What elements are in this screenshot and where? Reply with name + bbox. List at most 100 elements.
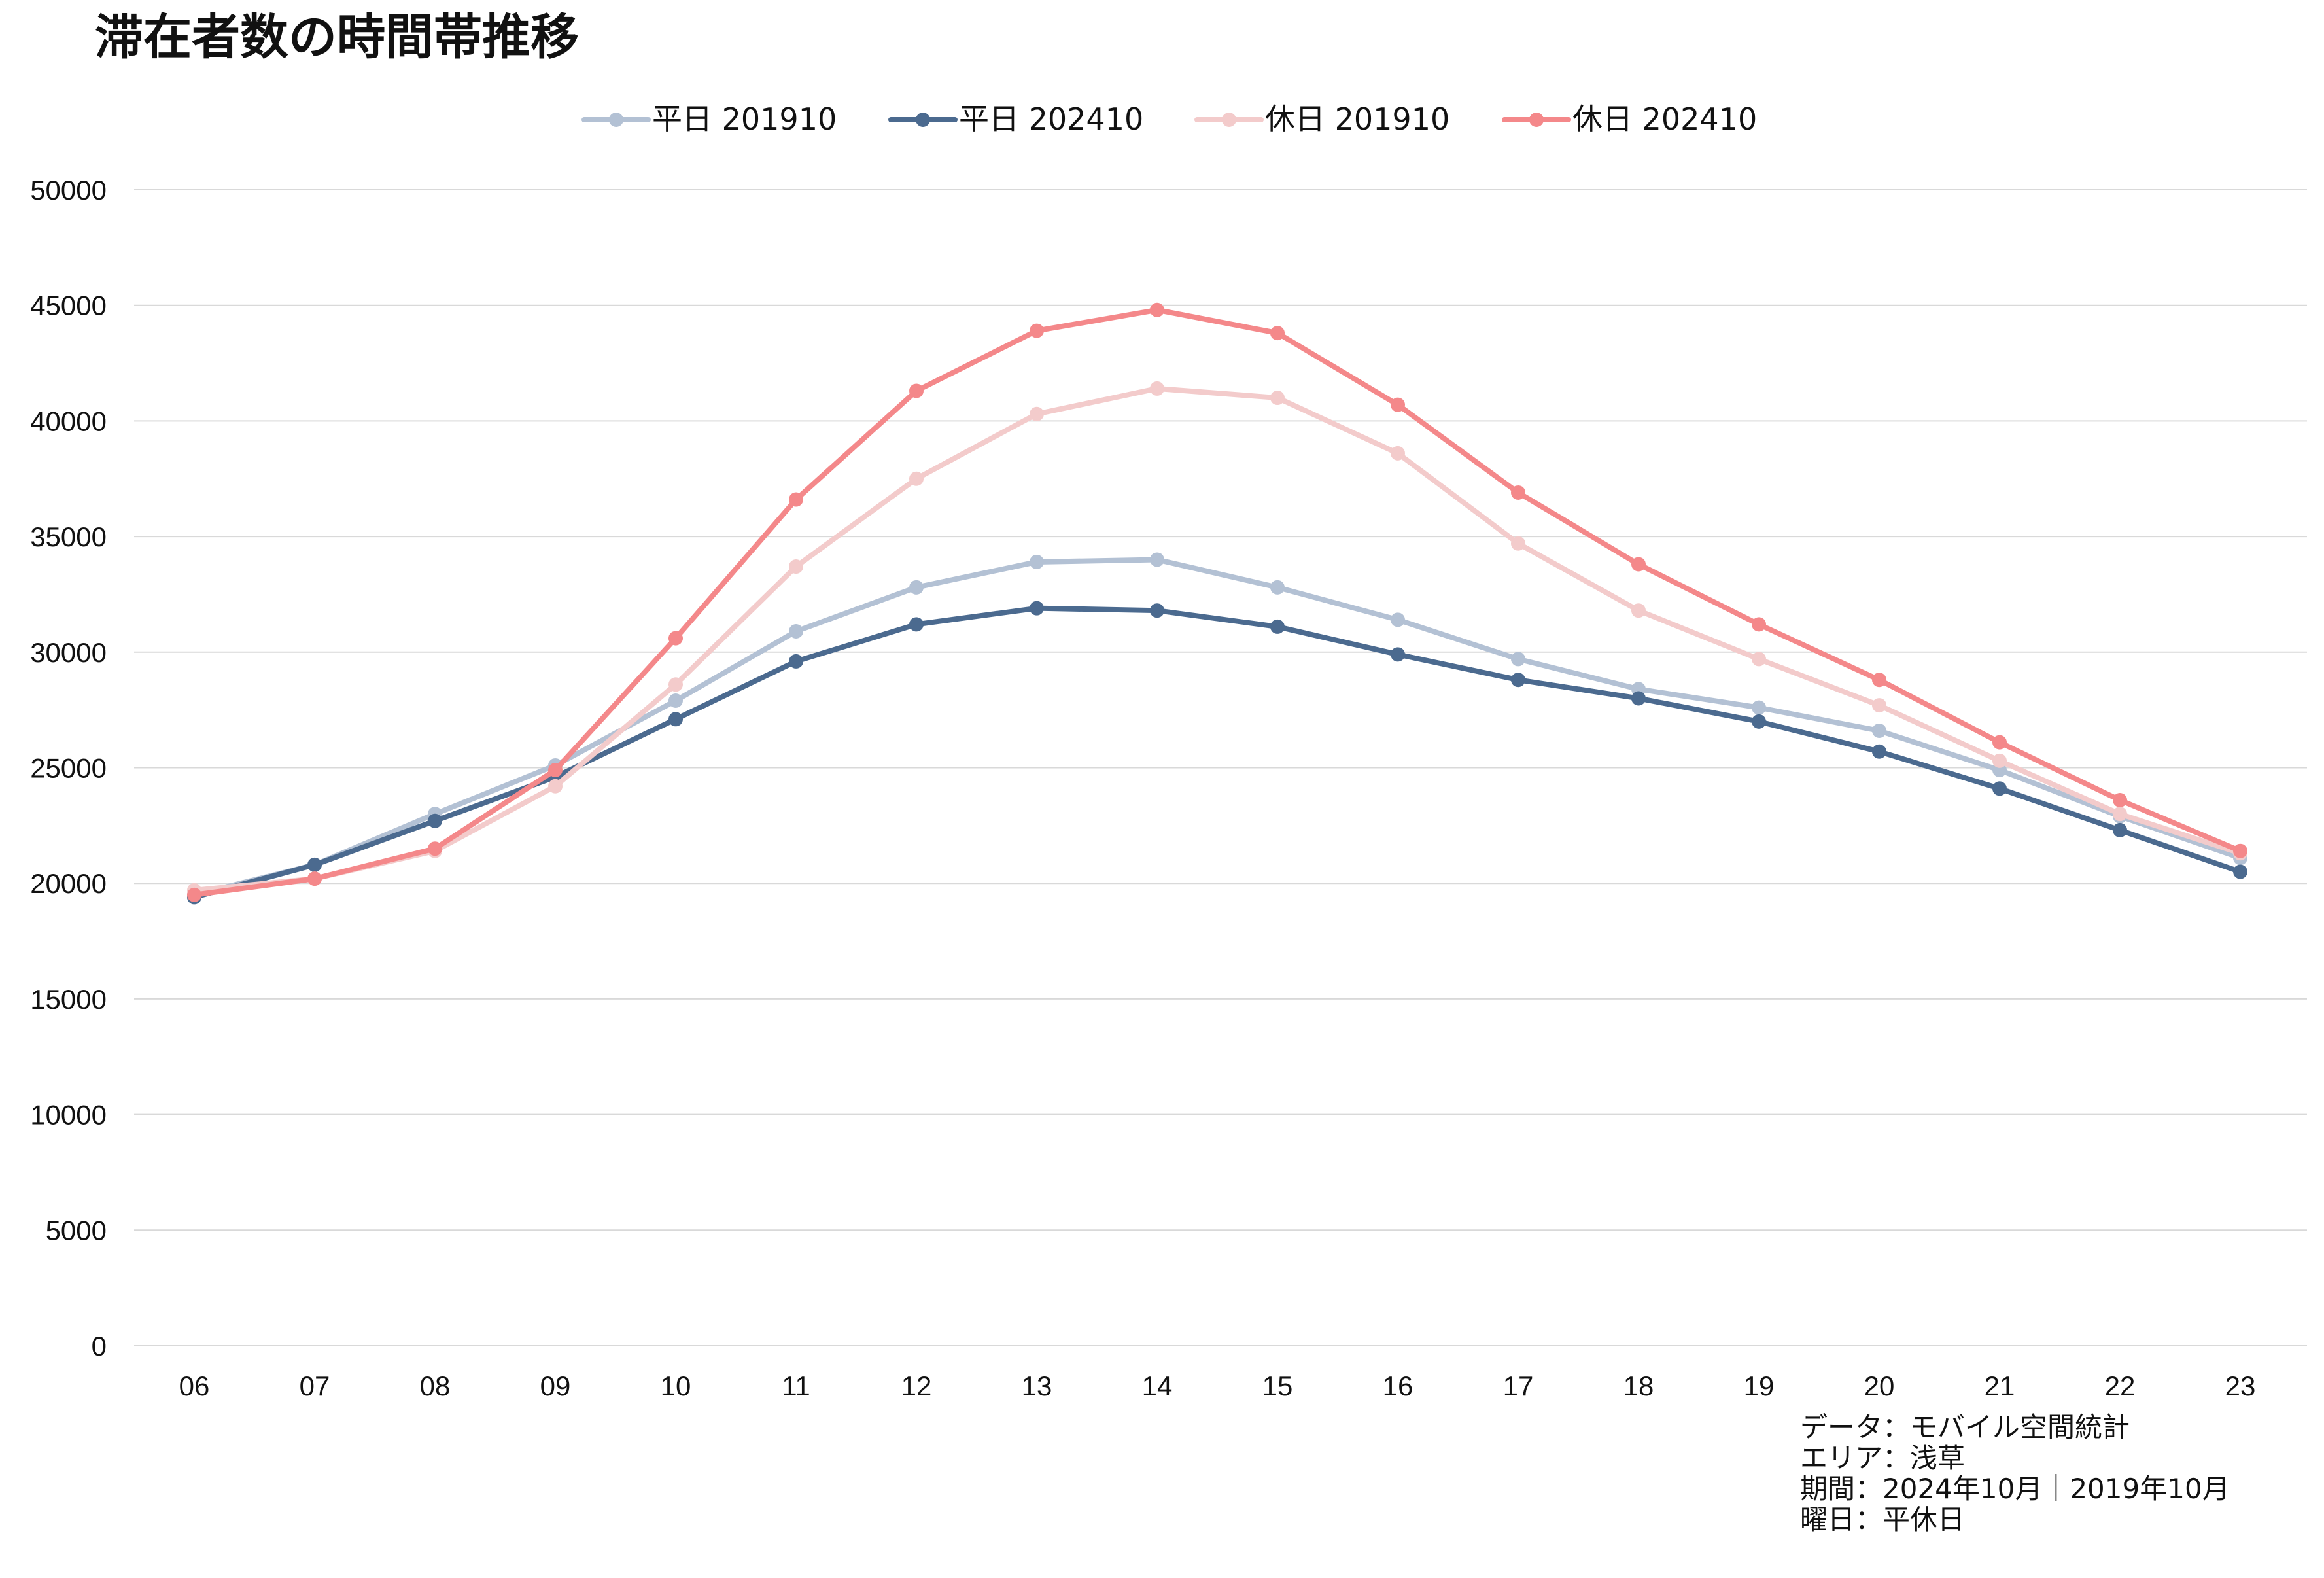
x-tick-label: 13 — [1022, 1371, 1052, 1401]
data-point — [2233, 843, 2247, 858]
x-tick-label: 16 — [1383, 1371, 1413, 1401]
data-point — [2233, 864, 2247, 879]
legend-label: 休日 202410 — [1572, 101, 1757, 137]
data-notes: データ：モバイル空間統計 エリア：浅草 期間：2024年10月｜2019年10月… — [1800, 1412, 2230, 1535]
data-point — [1752, 700, 1766, 715]
note-area: エリア：浅草 — [1800, 1442, 1966, 1474]
data-point — [1030, 554, 1044, 569]
series-line — [192, 557, 2243, 898]
data-point — [1631, 691, 1646, 706]
y-tick-label: 30000 — [30, 637, 107, 668]
data-point — [428, 841, 442, 856]
data-point — [307, 871, 322, 886]
series-3 — [187, 302, 2247, 902]
legend-label: 平日 202410 — [959, 101, 1143, 137]
legend-label: 平日 201910 — [652, 101, 837, 137]
data-point — [1872, 698, 1886, 713]
data-point — [1752, 617, 1766, 632]
chart-title: 滞在者数の時間帯推移 — [95, 9, 579, 65]
series-layer — [187, 302, 2247, 905]
data-point — [2113, 792, 2127, 807]
x-tick-label: 14 — [1142, 1371, 1173, 1401]
data-point — [1391, 647, 1405, 662]
data-point — [1992, 781, 2007, 796]
data-point — [1631, 603, 1646, 618]
x-tick-label: 08 — [420, 1371, 451, 1401]
data-point — [1511, 536, 1525, 551]
data-point — [548, 763, 563, 778]
data-point — [428, 813, 442, 828]
data-point — [1030, 601, 1044, 616]
data-point — [789, 559, 803, 574]
y-tick-label: 35000 — [30, 521, 107, 552]
legend-item: 平日 202410 — [888, 101, 1143, 137]
data-point — [307, 857, 322, 872]
data-point — [1872, 673, 1886, 688]
data-point — [668, 693, 683, 709]
x-axis: 06 07 08 09 10 11 12 13 14 15 16 17 18 19 20 21 22 23 — [179, 1371, 2256, 1401]
data-point — [1511, 673, 1525, 688]
data-point — [789, 623, 803, 639]
data-point — [1150, 552, 1164, 567]
data-point — [668, 677, 683, 692]
data-point — [187, 887, 201, 902]
data-point — [1030, 323, 1044, 338]
grid — [134, 189, 2307, 1346]
data-point — [1270, 580, 1285, 595]
y-tick-label: 0 — [92, 1331, 107, 1361]
data-point — [1511, 485, 1525, 500]
data-point — [1391, 446, 1405, 461]
data-point — [789, 654, 803, 669]
x-tick-label: 11 — [782, 1371, 810, 1401]
data-point — [1992, 753, 2007, 768]
y-tick-label: 15000 — [30, 984, 107, 1015]
x-tick-label: 20 — [1864, 1371, 1895, 1401]
legend-item: 休日 201910 — [1194, 101, 1449, 137]
data-point — [1150, 302, 1164, 317]
data-point — [1391, 612, 1405, 627]
x-tick-label: 09 — [540, 1371, 571, 1401]
x-tick-label: 18 — [1623, 1371, 1654, 1401]
legend-marker — [916, 113, 930, 127]
x-tick-label: 22 — [2105, 1371, 2136, 1401]
y-tick-label: 20000 — [30, 868, 107, 899]
data-point — [2113, 807, 2127, 822]
x-tick-label: 07 — [300, 1371, 330, 1401]
data-point — [1270, 619, 1285, 634]
data-point — [1270, 326, 1285, 341]
data-point — [548, 779, 563, 794]
data-point — [1150, 381, 1164, 396]
x-tick-label: 10 — [661, 1371, 691, 1401]
legend-marker — [609, 113, 623, 127]
y-tick-label: 50000 — [30, 175, 107, 205]
data-point — [668, 631, 683, 646]
data-point — [789, 492, 803, 507]
data-point — [909, 383, 924, 398]
x-tick-label: 12 — [901, 1371, 932, 1401]
y-tick-label: 25000 — [30, 753, 107, 784]
x-tick-label: 21 — [1985, 1371, 2015, 1401]
y-tick-label: 40000 — [30, 406, 107, 436]
data-point — [1872, 744, 1886, 759]
note-data-source: データ：モバイル空間統計 — [1800, 1411, 2130, 1443]
data-point — [1030, 406, 1044, 421]
data-point — [909, 617, 924, 632]
data-point — [909, 580, 924, 595]
data-point — [1391, 397, 1405, 412]
legend-item: 休日 202410 — [1502, 101, 1757, 137]
data-point — [1752, 652, 1766, 667]
series-2 — [187, 381, 2247, 898]
series-line — [192, 385, 2243, 893]
legend-label: 休日 201910 — [1265, 101, 1449, 137]
data-point — [1150, 603, 1164, 618]
y-axis: 0 5000 10000 15000 20000 25000 30000 35000 40000… — [30, 175, 107, 1361]
data-point — [1270, 391, 1285, 406]
data-point — [1872, 723, 1886, 738]
y-tick-label: 45000 — [30, 290, 107, 321]
x-tick-label: 17 — [1503, 1371, 1534, 1401]
x-tick-label: 15 — [1262, 1371, 1293, 1401]
data-point — [1511, 652, 1525, 667]
legend-item: 平日 201910 — [581, 101, 837, 137]
series-line — [192, 307, 2243, 898]
note-day-type: 曜日：平休日 — [1800, 1503, 1966, 1535]
